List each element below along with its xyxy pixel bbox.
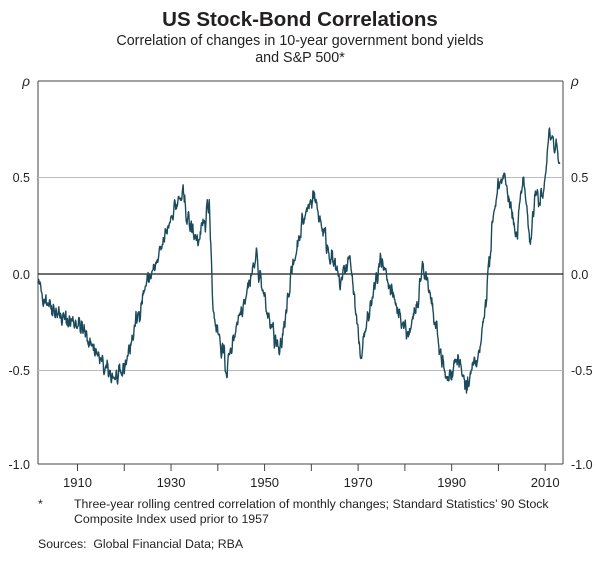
svg-text:0.0: 0.0: [571, 268, 588, 282]
svg-text:ρ: ρ: [21, 74, 30, 89]
svg-text:-0.5: -0.5: [571, 364, 593, 378]
svg-text:ρ: ρ: [570, 74, 579, 89]
svg-text:-0.5: -0.5: [8, 364, 30, 378]
svg-text:2010: 2010: [531, 475, 560, 490]
svg-text:-1.0: -1.0: [8, 458, 30, 472]
svg-text:1930: 1930: [157, 475, 186, 490]
svg-text:0.5: 0.5: [571, 171, 588, 185]
svg-text:0.0: 0.0: [13, 268, 30, 282]
svg-text:1970: 1970: [344, 475, 373, 490]
svg-text:-1.0: -1.0: [571, 458, 593, 472]
svg-text:1990: 1990: [437, 475, 466, 490]
svg-text:1910: 1910: [63, 475, 92, 490]
svg-text:0.5: 0.5: [13, 171, 30, 185]
svg-text:1950: 1950: [250, 475, 279, 490]
